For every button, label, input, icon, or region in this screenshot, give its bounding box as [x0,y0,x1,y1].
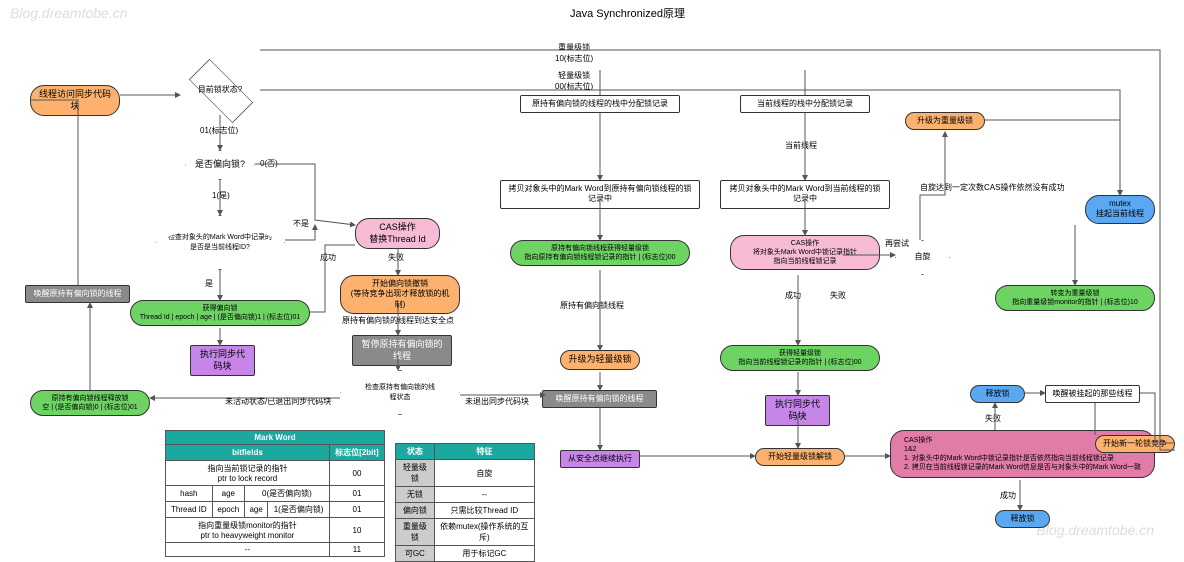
cas-thread: CAS操作 替换Thread Id [355,218,440,249]
watermark2: Blog.dreamtobe.cn [1036,522,1154,538]
not-active-label: 未活动状态/已退出同步代码块 [225,396,331,407]
fail-label: 失败 [388,252,404,263]
one-label: 1(是) [212,190,230,201]
exec1: 执行同步代码块 [190,345,255,376]
light-label: 轻量级锁 00(标志位) [555,70,593,92]
orig-bias-thread-label: 原持有偏向锁线程 [560,300,624,311]
pause-node: 暂停原持有偏向锁的线程 [352,335,452,366]
get-light: 获得轻量级锁 指向当前线程锁记录的指针 | (标志位)00 [720,345,880,371]
start-node: 线程访问同步代码块 [30,85,120,116]
cas-cur: CAS操作 将对象头Mark Word中锁记录指针 指向当前线程锁记录 [730,235,880,270]
get-bias: 获得偏向锁 Thread Id | epoch | age | (是否偏向锁)1… [130,300,310,326]
safe-exec: 从安全点继续执行 [560,450,640,468]
no-label: 不是 [293,218,309,229]
start-unlock: 开始轻量级锁解锁 [755,448,845,466]
copy-cur: 拷贝对象头中的Mark Word到当前线程的锁记录中 [720,180,890,209]
is-bias-diamond: 是否偏向锁? [185,150,255,180]
fail3-label: 失败 [985,413,1001,424]
rel-lock1: 释放锁 [970,385,1025,403]
heavy-label: 重量级锁 10(标志位) [555,42,593,64]
rel-lock2: 释放锁 [995,510,1050,528]
yes-label: 是 [205,278,213,289]
check-mw-diamond: 检查对象头的Mark Word中记录的 是否是当前线程ID? [155,215,285,270]
exec2: 执行同步代码块 [765,395,830,426]
up-heavy: 升级为重量级锁 [905,112,985,130]
orig-get-light: 原持有偏向锁线程获得轻量级锁 指向原持有偏向锁线程锁记录的指针 | (标志位)0… [510,240,690,266]
up-light: 升级为轻量级锁 [560,350,640,370]
reach-safe: 原持有偏向锁的线程到达安全点 [342,315,454,326]
cur-thread-label: 当前线程 [785,140,817,151]
wake-orig2: 唤醒原持有偏向锁的线程 [542,390,657,408]
not-exit-label: 未退出同步代码块 [465,396,529,407]
wake-hang: 唤醒被挂起的那些线程 [1045,385,1140,403]
new-round: 开始新一轮锁竞争 [1095,435,1175,453]
copy-orig: 拷贝对象头中的Mark Word到原持有偏向锁线程的锁记录中 [500,180,700,209]
success2-label: 成功 [785,290,801,301]
release-node: 原持有偏向锁线程释放锁 空 | (是否偏向锁)0 | (标志位)01 [30,390,150,416]
zero-label: 0(否) [260,158,278,169]
status-table: 状态特征 轻量级锁自旋 无锁-- 偏向锁只需比较Thread ID 重量级锁依赖… [395,443,535,562]
spin-limit-label: 自旋达到一定次数CAS操作依然没有成功 [920,182,1064,193]
watermark: Blog.dreamtobe.cn [10,5,128,21]
page-title: Java Synchronized原理 [570,5,685,21]
wake-orig: 唤醒原持有偏向锁的线程 [25,285,130,303]
alloc-orig: 原持有偏向锁的线程的栈中分配锁记录 [520,95,680,113]
success-label: 成功 [320,252,336,263]
mark-word-table: Mark Word bitfields标志位[2bit] 指向当前锁记录的指针p… [165,430,385,557]
to-heavy: 转变为重量级锁 指向重量级锁monitor的指针 | (标志位)10 [995,285,1155,311]
start-revoke: 开始偏向锁撤销 (等待竞争出现才释放锁的机制) [340,275,460,314]
check-status-diamond: 检查原持有偏向锁的线 程状态 [340,370,460,415]
success3-label: 成功 [1000,490,1016,501]
bias-label: 01(标志位) [200,125,238,136]
mutex-node: mutex 挂起当前线程 [1085,195,1155,224]
alloc-cur: 当前线程的栈中分配锁记录 [740,95,870,113]
fail2-label: 失败 [830,290,846,301]
retry-label: 再尝试 [885,238,909,249]
